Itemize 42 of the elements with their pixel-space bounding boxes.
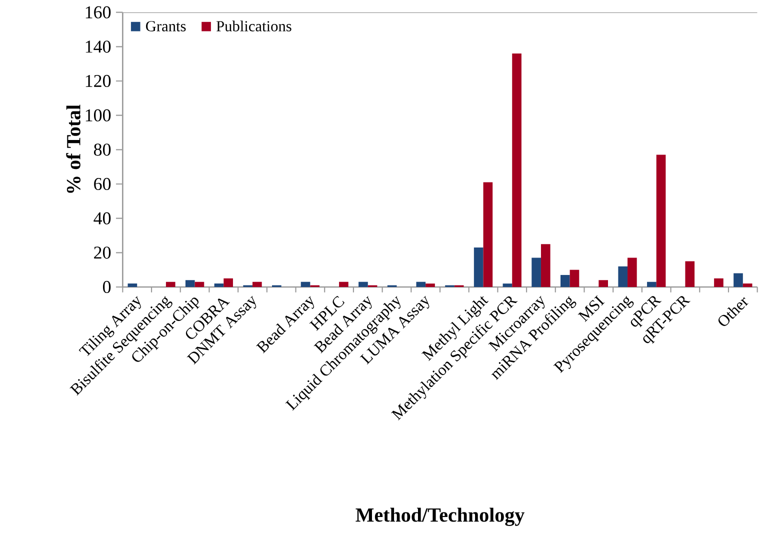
bar (618, 266, 628, 287)
bar (532, 258, 541, 287)
bar (656, 154, 666, 287)
x-axis-title: Method/Technology (356, 508, 524, 526)
bar (214, 284, 224, 287)
bar (628, 258, 637, 287)
bar (194, 282, 204, 287)
bar (598, 280, 608, 287)
y-tick-label: 0 (102, 280, 111, 294)
bar (502, 284, 512, 287)
bar (714, 278, 724, 287)
y-tick-label: 120 (86, 74, 111, 88)
bar (426, 284, 435, 287)
y-tick-label: 20 (94, 246, 111, 259)
bar (734, 273, 743, 287)
y-tick-label: 160 (86, 6, 111, 18)
bar (483, 182, 493, 287)
bar (252, 282, 262, 287)
bar (512, 54, 522, 287)
bar (339, 282, 348, 287)
bar (358, 282, 368, 287)
y-tick-label: 40 (94, 212, 111, 224)
y-tick-label: 140 (86, 40, 111, 53)
y-axis-title: % of Total (66, 104, 80, 193)
bar (185, 280, 195, 287)
bar (128, 284, 138, 287)
bar (166, 282, 176, 287)
y-tick-label: 60 (94, 178, 111, 190)
bar (540, 244, 550, 287)
bar (474, 248, 484, 287)
legend-label: Publications (216, 20, 292, 32)
bar (742, 284, 752, 287)
y-tick-label: 100 (86, 109, 111, 122)
y-tick-label: 80 (94, 144, 111, 156)
bar (224, 278, 233, 287)
bar (560, 274, 570, 287)
bar (300, 282, 310, 287)
bar (685, 261, 695, 287)
bar (416, 282, 426, 287)
bar (647, 282, 656, 287)
bar (570, 270, 580, 287)
legend-label: Grants (146, 21, 186, 32)
